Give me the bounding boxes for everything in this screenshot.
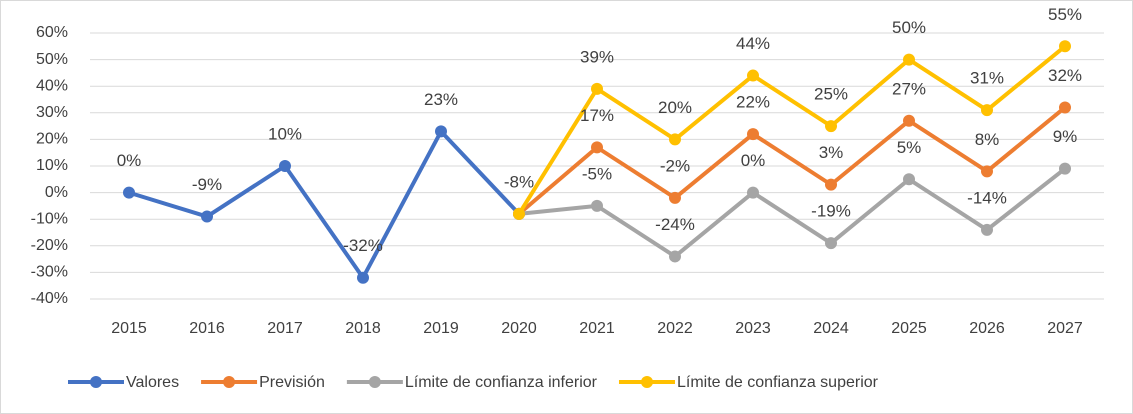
x-tick-label: 2022 [657,320,693,337]
y-tick-label: -20% [31,237,68,254]
y-tick-label: 20% [36,131,68,148]
x-tick-label: 2016 [189,320,225,337]
y-tick-label: -40% [31,290,68,307]
y-tick-label: 0% [45,184,68,201]
data-label: 20% [658,98,692,117]
data-label: 9% [1053,127,1078,146]
series-marker [747,186,759,199]
x-tick-label: 2020 [501,320,537,337]
series-marker [903,114,915,127]
data-label: 32% [1048,66,1082,85]
data-label: 44% [736,34,770,53]
data-label: -8% [504,172,534,191]
series-marker [747,69,759,82]
x-tick-label: 2018 [345,320,381,337]
y-tick-label: 40% [36,77,68,94]
lines [123,40,1071,284]
data-label: 27% [892,79,926,98]
series-marker [825,178,837,191]
x-tick-label: 2026 [969,320,1005,337]
series-line [518,167,1067,259]
series-marker [201,210,213,223]
data-label: 8% [975,130,1000,149]
data-label: -24% [655,215,695,234]
y-tick-label: -10% [31,210,68,227]
y-tick-label: 50% [36,51,68,68]
series-marker [1059,162,1071,175]
series-marker [279,160,291,172]
y-tick-label: 10% [36,157,68,174]
y-tick-label: -30% [31,264,68,281]
series-marker [981,104,993,117]
legend-label: Límite de confianza inferior [405,374,598,391]
x-tick-label: 2024 [813,320,849,337]
legend-marker [90,376,102,388]
data-label: 0% [117,151,142,170]
x-tick-label: 2015 [111,320,147,337]
y-tick-label: 30% [36,104,68,121]
data-label: 31% [970,69,1004,88]
series-marker [903,53,915,66]
series-marker [825,237,837,250]
series-line [517,44,1067,215]
series-marker [981,165,993,178]
legend-marker [223,376,236,388]
legend-label: Límite de confianza superior [677,374,879,391]
data-label: 23% [424,90,458,109]
series-marker [1059,101,1071,114]
series-marker [747,128,759,141]
data-label: 10% [268,124,302,143]
series-marker [669,250,681,263]
legend-label: Valores [126,374,179,391]
series-marker [591,82,603,95]
legend-label: Previsión [259,374,325,391]
legend-marker [368,376,381,388]
data-label: -14% [967,188,1007,207]
data-label: 39% [580,47,614,66]
x-tick-label: 2019 [423,320,459,337]
data-label: -5% [582,164,612,183]
data-label: 5% [897,138,922,157]
data-label: 22% [736,93,770,112]
data-label: -19% [811,202,851,221]
y-tick-label: 60% [36,24,68,41]
series-marker [357,271,369,284]
series-marker [669,133,681,146]
data-label: -9% [192,175,222,194]
x-tick-label: 2025 [891,320,927,337]
series-marker [435,125,447,138]
series-marker [591,141,603,154]
x-tick-label: 2027 [1047,320,1083,337]
series-line [517,105,1067,216]
x-tick-label: 2017 [267,320,303,337]
data-label: 50% [892,18,926,37]
data-label: -32% [343,236,383,255]
data-label: 0% [741,151,766,170]
series-line [128,129,521,280]
legend-marker [640,376,653,388]
series-marker [1059,40,1071,53]
labels: 0% -9% 10% -32% 23% -8% 17% -2% 22% 3% 27% 8% 32% -5%… [117,5,1082,255]
data-label: 17% [580,106,614,125]
series-marker [669,191,681,204]
data-label: 55% [1048,5,1082,24]
series-marker [903,173,915,186]
series-marker [981,223,993,236]
series-marker [825,120,837,133]
series-marker [591,199,603,212]
series-marker [123,186,135,199]
series-marker [513,207,525,220]
data-label: 3% [819,143,844,162]
x-tick-label: 2023 [735,320,771,337]
data-label: 25% [814,85,848,104]
x-tick-label: 2021 [579,320,615,337]
data-label: -2% [660,156,690,175]
